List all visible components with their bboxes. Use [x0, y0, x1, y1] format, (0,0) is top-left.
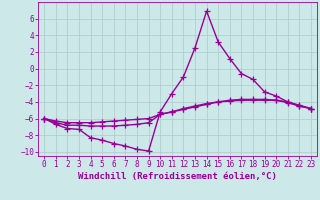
X-axis label: Windchill (Refroidissement éolien,°C): Windchill (Refroidissement éolien,°C): [78, 172, 277, 181]
